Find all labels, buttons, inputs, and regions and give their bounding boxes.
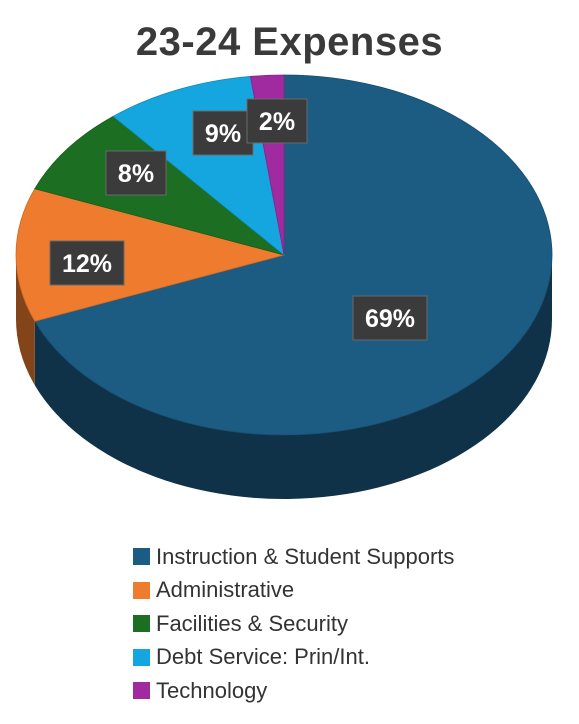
pie-chart: 69% 12% 8% 9% 2% (15, 74, 553, 499)
data-label-box (352, 295, 428, 341)
legend-label: Administrative (156, 577, 295, 603)
data-label-text: 12% (62, 250, 112, 278)
data-label-1: 12% (49, 240, 125, 286)
pie-side-0 (34, 255, 553, 499)
legend-item: Debt Service: Prin/Int. (133, 641, 573, 675)
data-label-text: 2% (259, 108, 295, 136)
legend-item: Facilities & Security (133, 607, 573, 641)
pie-depth-layer (16, 255, 553, 499)
pie-side-1 (16, 255, 35, 386)
legend-swatch (133, 581, 150, 599)
legend-swatch (133, 548, 150, 566)
pie-slice-0 (34, 74, 553, 436)
pie-slice-1 (15, 188, 286, 322)
legend-item: Instruction & Student Supports (133, 540, 573, 574)
data-label-0: 69% (352, 295, 428, 341)
legend-swatch (133, 648, 150, 666)
pie-data-labels: 69% 12% 8% 9% 2% (49, 98, 428, 341)
data-label-text: 8% (118, 160, 154, 188)
legend-label: Technology (156, 677, 268, 703)
data-label-box (49, 240, 125, 286)
data-label-box (246, 98, 308, 144)
data-label-4: 2% (246, 98, 308, 144)
legend-label: Instruction & Student Supports (156, 543, 455, 569)
legend-item: Technology (133, 674, 573, 708)
data-label-2: 8% (105, 150, 167, 196)
legend-swatch (133, 682, 150, 700)
data-label-box (105, 150, 167, 196)
data-label-3: 9% (192, 110, 254, 156)
legend-swatch (133, 615, 150, 633)
data-label-text: 9% (205, 120, 241, 148)
legend-item: Administrative (133, 574, 573, 608)
legend: Instruction & Student Supports Administra… (133, 540, 573, 708)
legend-label: Debt Service: Prin/Int. (156, 644, 370, 670)
chart-title: 23-24 Expenses (135, 20, 444, 64)
data-label-text: 69% (365, 305, 415, 333)
legend-label: Facilities & Security (156, 610, 348, 636)
